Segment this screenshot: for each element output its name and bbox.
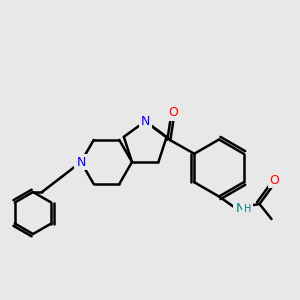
Text: N: N — [140, 115, 150, 128]
Text: N: N — [235, 202, 245, 215]
Text: N: N — [76, 155, 86, 169]
Text: O: O — [168, 106, 178, 119]
Text: H: H — [244, 203, 251, 214]
Text: O: O — [270, 173, 279, 187]
